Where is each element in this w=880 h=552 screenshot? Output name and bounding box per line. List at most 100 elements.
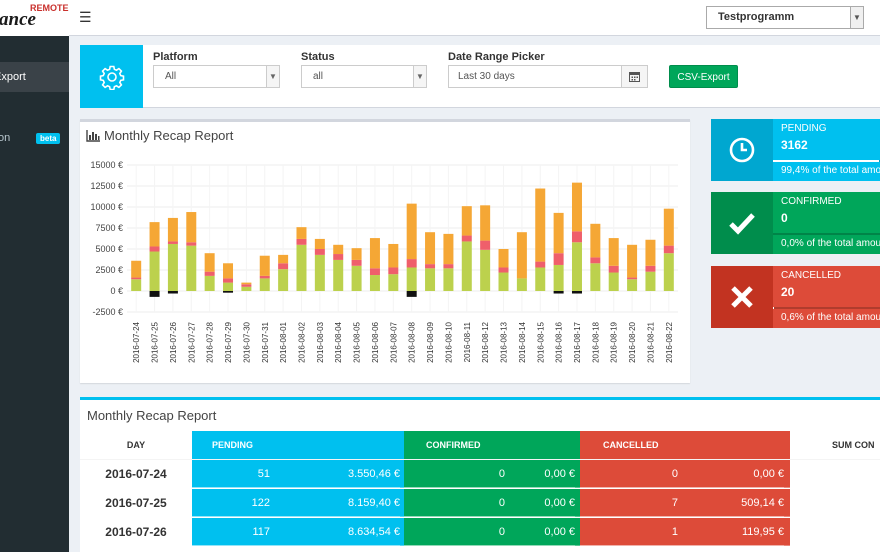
bar-segment (314, 238, 325, 249)
x-tick-label: 2016-08-12 (481, 321, 490, 362)
card-progress-fill (773, 160, 880, 162)
date-range-input[interactable]: Last 30 days (448, 65, 648, 88)
x-tick-label: 2016-08-05 (353, 321, 362, 362)
y-tick-label: 0 € (110, 286, 123, 296)
bar-segment (663, 245, 674, 254)
gear-icon (80, 45, 143, 108)
csv-export-button[interactable]: CSV-Export (669, 65, 738, 88)
hamburger-icon[interactable]: ☰ (79, 9, 92, 25)
bar-segment (314, 254, 325, 291)
bar-segment (186, 212, 197, 243)
bar-segment (443, 233, 454, 265)
bar-segment (627, 244, 638, 278)
x-tick-label: 2016-08-07 (389, 321, 398, 362)
status-value: all (313, 71, 324, 82)
bar-segment (663, 208, 674, 246)
card-label: CANCELLED (781, 270, 842, 281)
x-tick-label: 2016-08-13 (500, 321, 509, 362)
bar-segment (406, 291, 417, 297)
confirmed-amount: 0,00 € (505, 460, 575, 488)
bar-segment (406, 267, 417, 291)
cancelled-cell (580, 460, 790, 488)
x-tick-label: 2016-08-11 (463, 321, 472, 362)
sidebar-item-label: Export (0, 71, 26, 83)
sidebar-item-export[interactable]: Export (0, 62, 69, 92)
chevron-down-icon: ▼ (850, 7, 863, 28)
cell-day: 2016-07-26 (80, 518, 192, 546)
confirmed-cell (404, 489, 580, 517)
bar-segment (443, 268, 454, 291)
bar-segment (223, 282, 234, 291)
sidebar: ance REMOTE Export on beta (0, 0, 69, 552)
x-tick-label: 2016-08-22 (665, 321, 674, 362)
table-header-row: DAY PENDING CONFIRMED CANCELLED SUM CON (80, 431, 880, 460)
status-select[interactable]: all ▼ (301, 65, 427, 88)
x-tick-label: 2016-07-26 (169, 321, 178, 362)
date-range-value: Last 30 days (458, 71, 515, 82)
bar-segment (425, 268, 436, 291)
pending-cell (192, 518, 404, 546)
x-tick-label: 2016-08-14 (518, 321, 527, 362)
bar-segment (645, 271, 656, 291)
program-select-value: Testprogramm (718, 11, 795, 23)
bar-segment (259, 278, 270, 291)
bar-segment (406, 203, 417, 260)
bar-segment (627, 279, 638, 291)
bar-segment (571, 242, 582, 291)
bar-segment (296, 244, 307, 291)
info-card-pending: PENDING 3162 99,4% of the total amou (711, 119, 880, 181)
program-select[interactable]: Testprogramm ▼ (706, 6, 864, 29)
bar-segment (333, 259, 344, 291)
y-tick-label: 15000 € (90, 160, 123, 170)
platform-select[interactable]: All ▼ (153, 65, 280, 88)
date-range-label: Date Range Picker (448, 51, 545, 63)
header-cancelled: CANCELLED (580, 431, 790, 459)
x-tick-label: 2016-08-18 (591, 321, 600, 362)
bar-segment (204, 271, 215, 276)
y-tick-label: 10000 € (90, 202, 123, 212)
confirmed-count: 0 (404, 489, 505, 517)
bar-segment (149, 251, 160, 291)
bar-segment (553, 212, 564, 254)
platform-label: Platform (153, 51, 198, 63)
bar-segment (553, 253, 564, 265)
pending-count: 51 (192, 460, 270, 488)
bar-segment (186, 242, 197, 246)
bar-segment (608, 265, 619, 273)
bar-segment (553, 264, 564, 291)
bar-segment (406, 259, 417, 268)
logo[interactable]: ance REMOTE (0, 0, 69, 36)
bar-segment (571, 291, 582, 294)
sidebar-item-beta[interactable]: on (0, 123, 69, 153)
bar-segment (498, 267, 509, 273)
cancelled-amount: 0,00 € (678, 460, 784, 488)
bar-segment (645, 239, 656, 266)
pending-cell (192, 489, 404, 517)
header-confirmed: CONFIRMED (404, 431, 580, 459)
bar-segment (369, 275, 380, 291)
bar-segment (278, 254, 289, 264)
bar-segment (131, 279, 142, 291)
bar-segment (608, 238, 619, 266)
chevron-down-icon: ▼ (413, 66, 426, 87)
confirmed-amount: 0,00 € (505, 518, 575, 546)
bar-segment (516, 232, 527, 279)
bar-segment (259, 275, 270, 279)
bar-segment (314, 249, 325, 255)
pending-count: 117 (192, 518, 270, 546)
confirmed-count: 0 (404, 460, 505, 488)
bar-segment (241, 284, 252, 287)
bar-segment (443, 264, 454, 269)
card-progress (773, 307, 880, 309)
bar-segment (535, 267, 546, 291)
check-icon (711, 192, 773, 254)
x-tick-label: 2016-08-20 (628, 321, 637, 362)
recap-table-panel: Monthly Recap Report DAY PENDING CONFIRMED… (80, 397, 880, 552)
bar-segment (296, 227, 307, 239)
x-tick-label: 2016-08-02 (297, 321, 306, 362)
bar-segment (369, 238, 380, 269)
bar-segment (388, 243, 399, 268)
calendar-icon[interactable] (621, 66, 647, 87)
bar-segment (535, 261, 546, 268)
y-tick-label: 12500 € (90, 181, 123, 191)
